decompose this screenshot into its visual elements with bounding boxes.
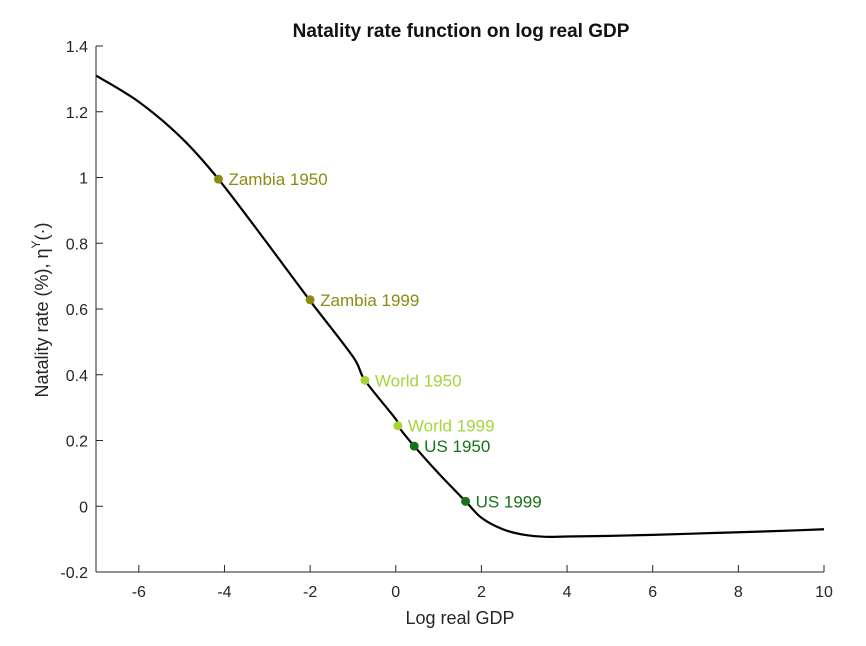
natality-curve-line [95, 74, 825, 539]
data-point-marker [305, 295, 315, 305]
data-point-marker [393, 421, 403, 431]
y-axis-label: Natality rate (%), ηY(·) [29, 222, 52, 397]
x-ticks: -6 -4 -2 0 2 4 6 8 10 [132, 565, 833, 601]
y-tick-label: 0.8 [66, 236, 88, 253]
y-tick-label: 1 [79, 171, 88, 188]
x-tick-label: -2 [303, 584, 317, 601]
y-tick-label: 0 [79, 499, 88, 516]
y-tick-label: -0.2 [60, 565, 88, 582]
data-point-label: World 1950 [375, 371, 462, 390]
axes: -6 -4 -2 0 2 4 6 8 10 -0.2 0 0.2 0.4 0.6 0.8 1 1.2 1.4 [60, 39, 833, 601]
x-tick-label: 6 [648, 584, 657, 601]
x-tick-label: 10 [815, 584, 833, 601]
y-tick-label: 1.4 [66, 39, 88, 56]
y-tick-label: 1.2 [66, 105, 88, 122]
x-tick-label: -6 [132, 584, 146, 601]
data-points: Zambia 1950 Zambia 1999 World 1950 World 19… [213, 170, 542, 511]
y-tick-label: 0.6 [66, 302, 88, 319]
x-tick-label: 4 [563, 584, 572, 601]
chart-title: Natality rate function on log real GDP [293, 21, 630, 42]
x-axis-label: Log real GDP [405, 608, 514, 628]
data-point-marker [213, 174, 223, 184]
data-point-label: Zambia 1999 [320, 291, 419, 310]
y-axis-label-suffix: (·) [32, 222, 52, 240]
y-tick-label: 0.4 [66, 368, 88, 385]
plot-area: Zambia 1950 Zambia 1999 World 1950 World 19… [95, 74, 825, 539]
data-point-label: World 1999 [408, 417, 495, 436]
y-axis-label-main: Natality rate (%), η [32, 248, 52, 397]
x-tick-label: 2 [477, 584, 486, 601]
y-tick-label: 0.2 [66, 434, 88, 451]
x-tick-label: -4 [217, 584, 231, 601]
data-point-label: Zambia 1950 [228, 170, 327, 189]
y-ticks: -0.2 0 0.2 0.4 0.6 0.8 1 1.2 1.4 [60, 39, 103, 582]
x-tick-label: 0 [391, 584, 400, 601]
data-point-marker [461, 496, 471, 506]
data-point-marker [409, 441, 419, 451]
y-axis-label-superscript: Y [29, 240, 43, 248]
data-point-label: US 1999 [476, 492, 542, 511]
data-point-label: US 1950 [424, 437, 490, 456]
data-point-marker [360, 375, 370, 385]
x-tick-label: 8 [734, 584, 743, 601]
